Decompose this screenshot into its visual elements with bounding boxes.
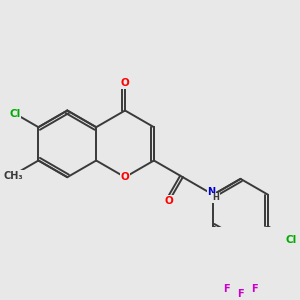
Text: O: O <box>165 196 173 206</box>
Text: O: O <box>121 78 129 88</box>
Text: F: F <box>237 289 244 298</box>
Text: F: F <box>224 284 230 294</box>
Text: Cl: Cl <box>9 109 20 118</box>
Text: F: F <box>251 284 258 294</box>
Text: CH₃: CH₃ <box>3 171 23 181</box>
Text: N: N <box>208 187 216 196</box>
Text: O: O <box>121 172 129 182</box>
Text: H: H <box>212 194 219 202</box>
Text: Cl: Cl <box>285 235 297 245</box>
